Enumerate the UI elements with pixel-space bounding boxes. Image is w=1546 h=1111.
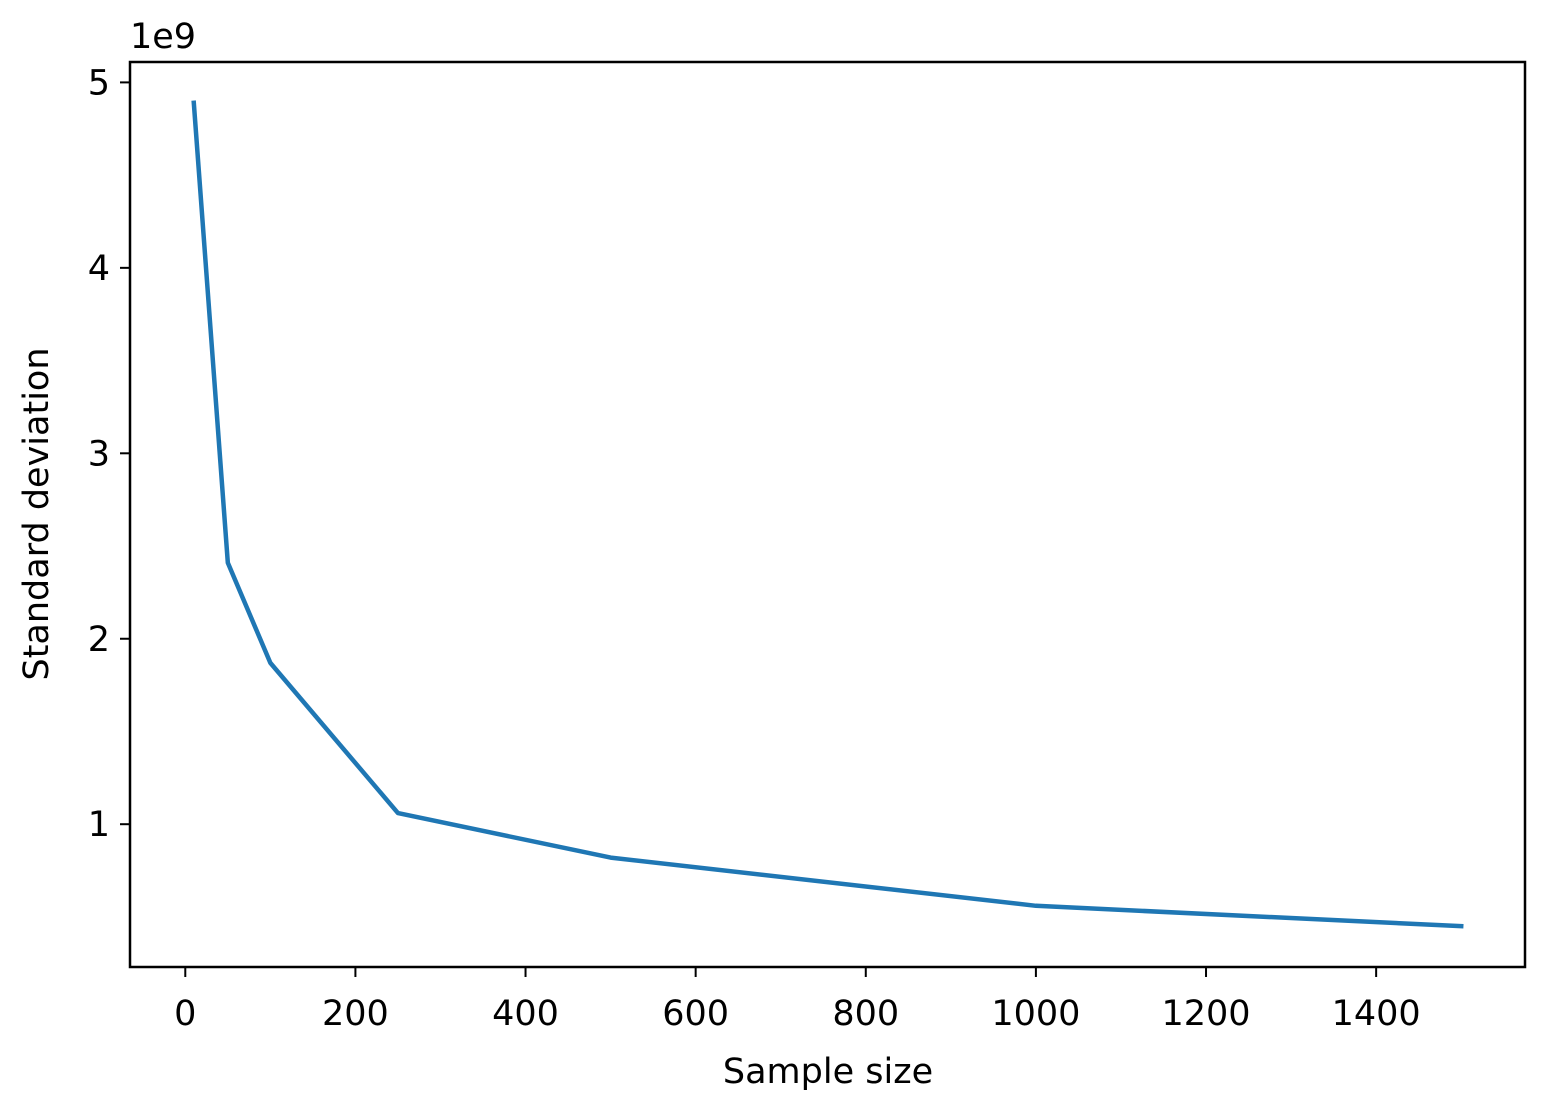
series-layer — [191, 100, 1464, 929]
x-tick-label: 800 — [832, 994, 899, 1034]
y-tick-label: 1 — [88, 805, 110, 845]
y-axis-offset-label: 1e9 — [130, 17, 196, 57]
y-tick-label: 2 — [88, 620, 110, 660]
y-tick-label: 3 — [88, 434, 110, 474]
x-tick-label: 1000 — [991, 994, 1080, 1034]
y-tick-label: 4 — [88, 249, 110, 289]
x-tick-label: 600 — [662, 994, 729, 1034]
x-tick-label: 200 — [322, 994, 389, 1034]
x-tick-label: 400 — [492, 994, 559, 1034]
x-tick-label: 0 — [174, 994, 196, 1034]
axes-frame — [128, 60, 1527, 969]
x-tick-label: 1200 — [1161, 994, 1250, 1034]
axes-layer: 0 200 400 600 800 1000 1200 1400 1 2 3 4 5 — [88, 60, 1527, 1034]
y-tick-label: 5 — [88, 63, 110, 103]
series-line-0 — [191, 100, 1464, 929]
x-tick-label: 1400 — [1332, 994, 1421, 1034]
x-axis-label: Sample size — [723, 1052, 933, 1092]
y-axis-label: Standard deviation — [17, 347, 57, 680]
